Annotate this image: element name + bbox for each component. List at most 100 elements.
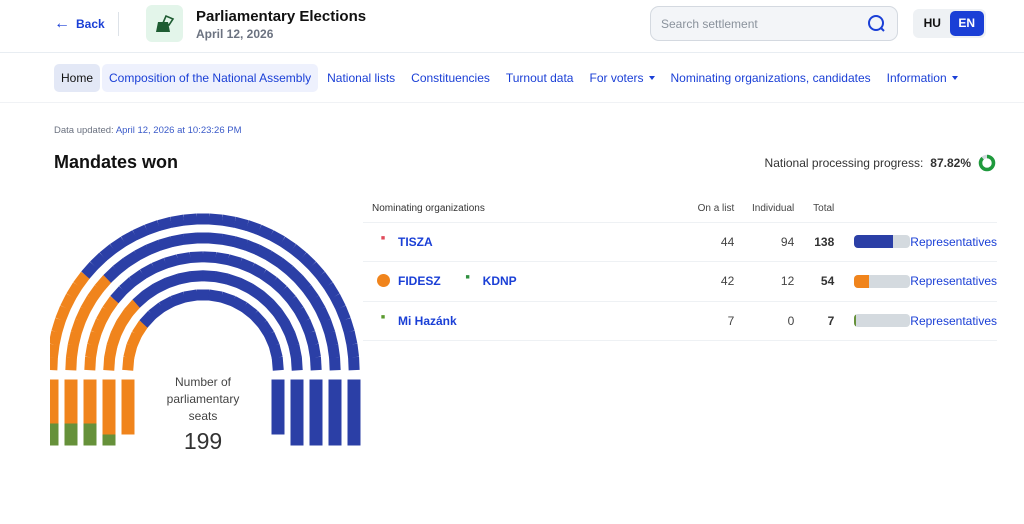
seat [264, 331, 280, 349]
seat [139, 263, 157, 280]
lang-en[interactable]: EN [949, 11, 984, 36]
seat [271, 390, 285, 402]
back-button[interactable]: ← Back [54, 15, 105, 33]
party-link[interactable]: KDNP [482, 274, 517, 289]
seat [50, 390, 59, 402]
seat [208, 213, 223, 226]
seat [142, 283, 160, 301]
seat [73, 271, 90, 289]
seat [64, 412, 78, 424]
nav-home[interactable]: Home [54, 63, 101, 92]
seat [328, 412, 342, 424]
nav-constituencies[interactable]: Constituencies [411, 70, 490, 85]
col-header: Total [794, 196, 835, 223]
seat [249, 263, 267, 280]
seat [177, 271, 193, 285]
seat [255, 244, 272, 261]
col-header: Nominating organizations [363, 196, 685, 223]
seat [340, 317, 355, 334]
seat [315, 306, 331, 324]
table-row: ■ Mi Hazánk 7 0 7 Representatives [363, 301, 997, 341]
seat [335, 305, 351, 322]
bar-cell: Representatives [834, 222, 997, 262]
bar-cell: Representatives [834, 261, 997, 302]
seat [279, 320, 296, 337]
seat [64, 423, 78, 435]
seat [183, 213, 198, 226]
seat [119, 277, 137, 295]
nav-turnout[interactable]: Turnout data [505, 70, 574, 85]
nav-nominating[interactable]: Nominating organizations, candidates [670, 70, 871, 85]
party-link[interactable]: Mi Hazánk [398, 313, 457, 328]
seat [134, 244, 151, 261]
party-link[interactable]: TISZA [398, 234, 433, 249]
processing-progress: National processing progress: 87.82% [765, 154, 996, 172]
search-icon[interactable] [867, 14, 887, 34]
seat [122, 356, 135, 371]
seat [259, 269, 277, 287]
seat [320, 318, 336, 335]
seat [80, 295, 97, 313]
nav-national-lists[interactable]: National lists [327, 70, 396, 85]
nav-information[interactable]: Information [880, 64, 965, 92]
seat [343, 330, 358, 346]
seat [102, 379, 116, 391]
search-input[interactable]: Search settlement [650, 6, 898, 41]
representatives-link[interactable]: Representatives [910, 313, 997, 328]
seat [214, 252, 230, 266]
nav-for-voters[interactable]: For voters [582, 64, 661, 92]
arrow-left-icon: ← [54, 15, 70, 32]
seat [309, 412, 323, 424]
individual: 0 [734, 301, 795, 341]
seat [157, 216, 173, 231]
representatives-link[interactable]: Representatives [910, 274, 997, 289]
col-header-empty [834, 196, 997, 223]
seat [316, 271, 333, 289]
lang-hu[interactable]: HU [923, 16, 941, 30]
seat [293, 306, 310, 324]
seat [309, 390, 323, 402]
seat [271, 423, 285, 435]
seat [145, 239, 163, 255]
seats-total: 199 [183, 428, 223, 454]
seat [347, 412, 361, 424]
seat [144, 220, 161, 235]
results-table: Nominating organizations On a list Indiv… [363, 196, 997, 341]
seat [221, 214, 236, 228]
seat [104, 344, 118, 360]
seat [96, 306, 113, 324]
party-link[interactable]: FIDESZ [398, 274, 441, 289]
seat [196, 213, 210, 225]
representatives-link[interactable]: Representatives [910, 234, 997, 249]
seat [164, 273, 181, 289]
progress-ring-icon [978, 154, 996, 172]
nav-composition[interactable]: Composition of the National Assembly [102, 63, 319, 92]
caret-down-icon [951, 75, 958, 80]
seat [65, 343, 79, 359]
org-cell: FIDESZ ■ KDNP [363, 261, 685, 302]
seat [170, 214, 185, 228]
seat [307, 343, 321, 359]
seat [238, 258, 255, 274]
seat [329, 356, 341, 371]
seat [233, 216, 249, 231]
share-bar [854, 274, 911, 288]
seat [50, 356, 58, 371]
seat [83, 379, 97, 391]
seat [102, 434, 116, 446]
seat [158, 236, 174, 251]
seat [271, 412, 285, 424]
seat [257, 224, 274, 241]
seat [85, 343, 99, 359]
seat [70, 318, 86, 335]
seat [328, 434, 342, 446]
seat [329, 293, 346, 311]
seat [327, 343, 341, 359]
seat [225, 273, 242, 289]
seat [121, 401, 135, 413]
ballot-icon [146, 5, 183, 42]
seat [202, 270, 216, 283]
seat [304, 330, 319, 347]
seat [347, 401, 361, 413]
seat [90, 252, 108, 270]
